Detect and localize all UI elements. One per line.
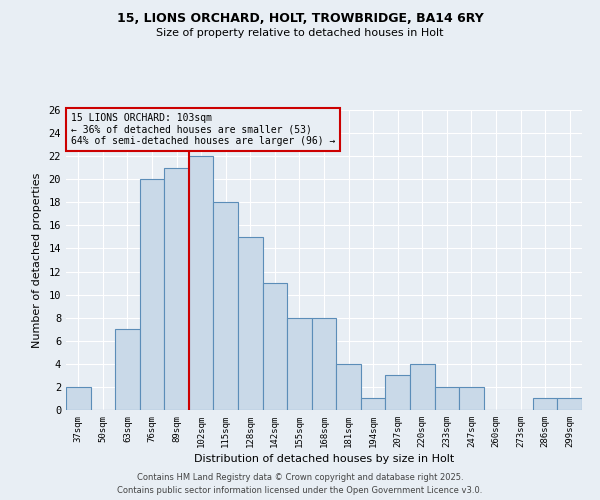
Bar [533,398,557,410]
Text: 15 LIONS ORCHARD: 103sqm
← 36% of detached houses are smaller (53)
64% of semi-d: 15 LIONS ORCHARD: 103sqm ← 36% of detach… [71,113,335,146]
Bar [140,179,164,410]
Bar [410,364,434,410]
Bar [66,387,91,410]
Bar [164,168,189,410]
Bar [336,364,361,410]
Text: 15, LIONS ORCHARD, HOLT, TROWBRIDGE, BA14 6RY: 15, LIONS ORCHARD, HOLT, TROWBRIDGE, BA1… [116,12,484,26]
Bar [214,202,238,410]
Bar [287,318,312,410]
Bar [263,283,287,410]
Bar [238,237,263,410]
Y-axis label: Number of detached properties: Number of detached properties [32,172,41,348]
Text: Contains public sector information licensed under the Open Government Licence v3: Contains public sector information licen… [118,486,482,495]
X-axis label: Distribution of detached houses by size in Holt: Distribution of detached houses by size … [194,454,454,464]
Text: Contains HM Land Registry data © Crown copyright and database right 2025.: Contains HM Land Registry data © Crown c… [137,472,463,482]
Bar [189,156,214,410]
Bar [557,398,582,410]
Bar [434,387,459,410]
Text: Size of property relative to detached houses in Holt: Size of property relative to detached ho… [156,28,444,38]
Bar [385,376,410,410]
Bar [312,318,336,410]
Bar [115,329,140,410]
Bar [459,387,484,410]
Bar [361,398,385,410]
